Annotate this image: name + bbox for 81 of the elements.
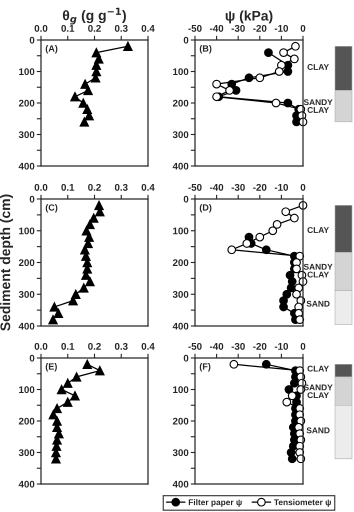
y-tick-label: 200 <box>18 100 34 107</box>
y-tick-label: 100 <box>173 227 188 234</box>
x-tick-label: 0.2 <box>88 24 101 32</box>
x-tick-label: 0 <box>300 342 306 350</box>
chart-title: θ$_{g}$ (g g$^{−1}$) <box>62 8 126 25</box>
x-tick-label: 0.4 <box>142 184 155 191</box>
x-tick-label: 0.1 <box>61 342 74 350</box>
x-tick-label: 0.1 <box>61 24 74 32</box>
annotation: (C) <box>46 204 58 212</box>
x-tick-label: -10 <box>274 184 288 191</box>
y-tick-label: 300 <box>172 290 188 298</box>
y-tick-label: 0 <box>30 36 34 44</box>
x-tick-label: -40 <box>210 342 224 350</box>
x-tick-label: -20 <box>253 342 266 350</box>
y-tick-label: 0 <box>184 196 188 203</box>
y-tick-label: 200 <box>18 418 34 425</box>
x-tick-label: 0.2 <box>88 184 101 191</box>
y-tick-label: 400 <box>172 162 188 170</box>
y-tick-label: 0 <box>30 196 34 203</box>
x-tick-label: 0.3 <box>114 184 128 191</box>
y-tick-label: 400 <box>18 322 34 330</box>
y-tick-label: 100 <box>173 68 188 76</box>
x-tick-label: -20 <box>253 184 266 191</box>
annotation: (A) <box>46 45 58 54</box>
text: CLAY <box>308 366 329 372</box>
legend-label: Filter paper ψ <box>188 499 242 507</box>
text: SANDY CLAY <box>304 99 333 113</box>
chart-title: ψ (kPa) <box>226 10 272 24</box>
y-tick-label: 100 <box>19 68 34 76</box>
y-tick-label: 0 <box>184 36 188 44</box>
x-tick-label: -40 <box>210 184 224 191</box>
y-tick-label: 0 <box>30 354 34 362</box>
annotation: (B) <box>200 45 212 54</box>
x-tick-label: 0.1 <box>61 184 74 191</box>
y-tick-label: 400 <box>18 162 34 170</box>
y-tick-label: 400 <box>172 322 188 330</box>
y-tick-label: 300 <box>172 131 188 138</box>
x-tick-label: 0.0 <box>34 342 48 350</box>
x-tick-label: -30 <box>232 184 245 191</box>
y-tick-label: 100 <box>19 386 34 394</box>
x-tick-label: -50 <box>188 24 202 32</box>
annotation: (F) <box>200 363 210 372</box>
y-tick-label: 200 <box>172 418 188 425</box>
x-tick-label: -20 <box>253 24 266 32</box>
x-tick-label: -10 <box>274 342 288 350</box>
x-tick-label: 0.3 <box>114 24 128 32</box>
y-tick-label: 300 <box>18 449 34 456</box>
legend-label: Tensiometer ψ <box>274 499 331 507</box>
y-tick-label: 400 <box>18 480 34 488</box>
x-tick-label: 0.4 <box>142 342 155 350</box>
y-tick-label: 200 <box>18 259 34 266</box>
y-tick-label: 300 <box>18 131 34 138</box>
x-tick-label: -50 <box>188 342 202 350</box>
y-tick-label: 400 <box>172 480 188 488</box>
x-tick-label: 0.0 <box>34 24 48 32</box>
x-tick-label: 0 <box>300 24 306 32</box>
x-tick-label: -40 <box>210 24 224 32</box>
y-tick-label: 300 <box>172 449 188 456</box>
x-tick-label: 0.3 <box>114 342 128 350</box>
y-tick-label: 0 <box>184 354 188 362</box>
y-tick-label: 100 <box>19 227 34 234</box>
text: SANDY CLAY <box>304 264 333 278</box>
x-tick-label: -30 <box>232 342 245 350</box>
x-tick-label: -30 <box>232 24 245 32</box>
x-tick-label: -50 <box>188 184 202 191</box>
x-tick-label: 0.4 <box>142 24 155 32</box>
y-tick-label: 100 <box>173 386 188 394</box>
y-tick-label: 200 <box>172 100 188 107</box>
annotation: (E) <box>46 363 57 372</box>
x-tick-label: -10 <box>274 24 288 32</box>
text: CLAY <box>308 64 329 70</box>
text: SAND <box>306 427 330 434</box>
text: SAND <box>306 300 330 307</box>
y-axis-title: Sediment depth (cm) <box>0 194 13 331</box>
annotation: (D) <box>200 204 212 212</box>
x-tick-label: 0 <box>300 184 306 191</box>
x-tick-label: 0.0 <box>34 184 48 191</box>
y-tick-label: 200 <box>172 259 188 266</box>
text: CLAY <box>308 227 329 233</box>
x-tick-label: 0.2 <box>88 342 101 350</box>
y-tick-label: 300 <box>18 290 34 298</box>
